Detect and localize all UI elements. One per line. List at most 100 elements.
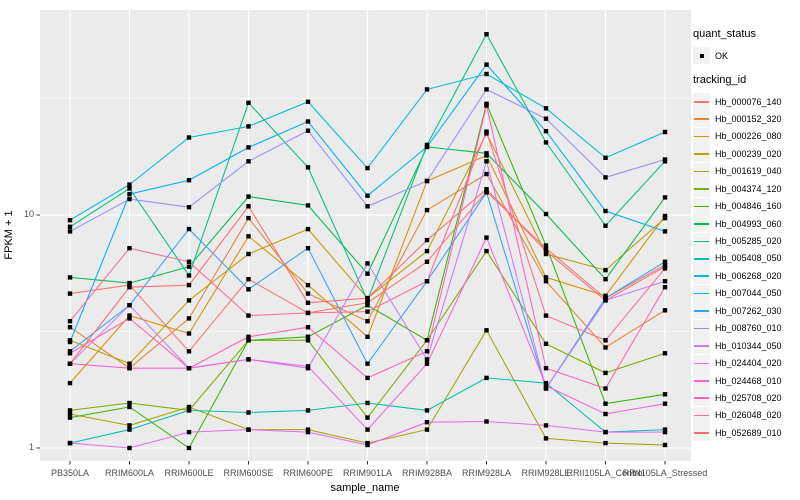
data-point [603,267,608,273]
x-tick-label: RRII105LA_Control [566,468,645,478]
data-point [543,246,549,251]
data-point [305,165,311,170]
legend-key [693,110,710,128]
data-point [305,226,311,232]
legend-item-label: Hb_026048_020 [715,410,782,421]
data-point [662,215,668,221]
data-point [67,291,73,296]
data-point [603,155,608,160]
legend-item: Hb_025708_020 [693,389,799,407]
data-point [603,277,608,282]
data-point [424,87,430,92]
data-point [186,226,192,232]
legend-item-label: Hb_001619_040 [715,166,782,177]
data-point [543,211,549,217]
data-point [424,408,430,413]
data-point [365,271,370,276]
legend-item: Hb_000239_020 [693,145,799,163]
legend-key [693,424,710,442]
data-point [305,99,311,104]
data-point [305,291,311,296]
data-point [67,339,73,345]
data-point [543,341,549,346]
data-point [662,351,668,356]
data-point [424,338,430,343]
legend-item-label: Hb_024404_020 [715,358,782,369]
data-point [186,205,192,210]
legend-key [693,267,710,285]
data-point [127,285,132,290]
legend-swatch-line [694,153,709,155]
legend-key [693,93,710,110]
data-point [662,195,668,200]
legend-key [693,47,710,64]
legend-key [693,232,710,250]
data-point [186,349,192,354]
data-point [543,140,549,145]
data-point [424,361,430,366]
legend-tracking-id: tracking_id Hb_000076_140 Hb_000152_320 Hb… [693,74,799,442]
data-point [67,218,73,223]
data-point [543,386,549,391]
data-point [603,440,608,446]
data-point [662,308,668,313]
data-point [305,408,311,413]
data-point [484,71,489,77]
data-point [186,429,192,435]
data-point [484,328,489,333]
data-point [603,338,608,343]
data-point [484,375,489,381]
data-point [484,129,489,134]
data-point [484,248,489,254]
legend-item: Hb_008760_010 [693,319,799,337]
data-point [543,383,549,388]
data-point [543,275,549,280]
data-point [127,196,132,202]
data-point [127,313,132,318]
legend-item-label: Hb_004374_120 [715,183,782,194]
data-point [246,334,251,339]
y-axis-title: FPKM + 1 [3,210,15,260]
legend-swatch-line [694,310,709,312]
data-point [305,119,311,124]
legend-key [693,319,710,337]
data-point [246,313,251,318]
legend-item-label: Hb_008760_010 [715,323,782,334]
data-point [246,357,251,362]
legend-item: Hb_001619_040 [693,162,799,180]
data-point [127,361,132,366]
data-point [246,145,251,150]
data-point [246,124,251,129]
data-point [246,410,251,415]
data-point [424,248,430,254]
data-point [424,420,430,425]
data-point [186,298,192,303]
legend-swatch-line [694,397,709,400]
legend-item: Hb_004846_160 [693,197,799,215]
data-point [186,282,192,288]
data-point [365,300,370,305]
data-point [186,178,192,183]
legend-key [693,145,710,163]
data-point [365,400,370,406]
legend-swatch-line [694,135,709,138]
legend-item: Hb_007044_050 [693,284,799,302]
data-point [365,261,370,266]
data-point [127,423,132,428]
legend-item: Hb_024404_020 [693,354,799,372]
legend-key [693,406,710,424]
data-point [662,285,668,290]
legend-swatch-line [694,345,709,347]
legend-item: Hb_004993_060 [693,215,799,233]
data-point [186,404,192,410]
data-point [186,135,192,140]
legend-item-label: Hb_025708_020 [715,392,782,403]
data-point [543,129,549,134]
data-point [67,440,73,446]
legend-item-label: Hb_005408_050 [715,253,782,264]
legend-swatch-line [694,327,709,330]
data-point [67,325,73,330]
data-point [603,429,608,435]
data-point [484,187,489,192]
